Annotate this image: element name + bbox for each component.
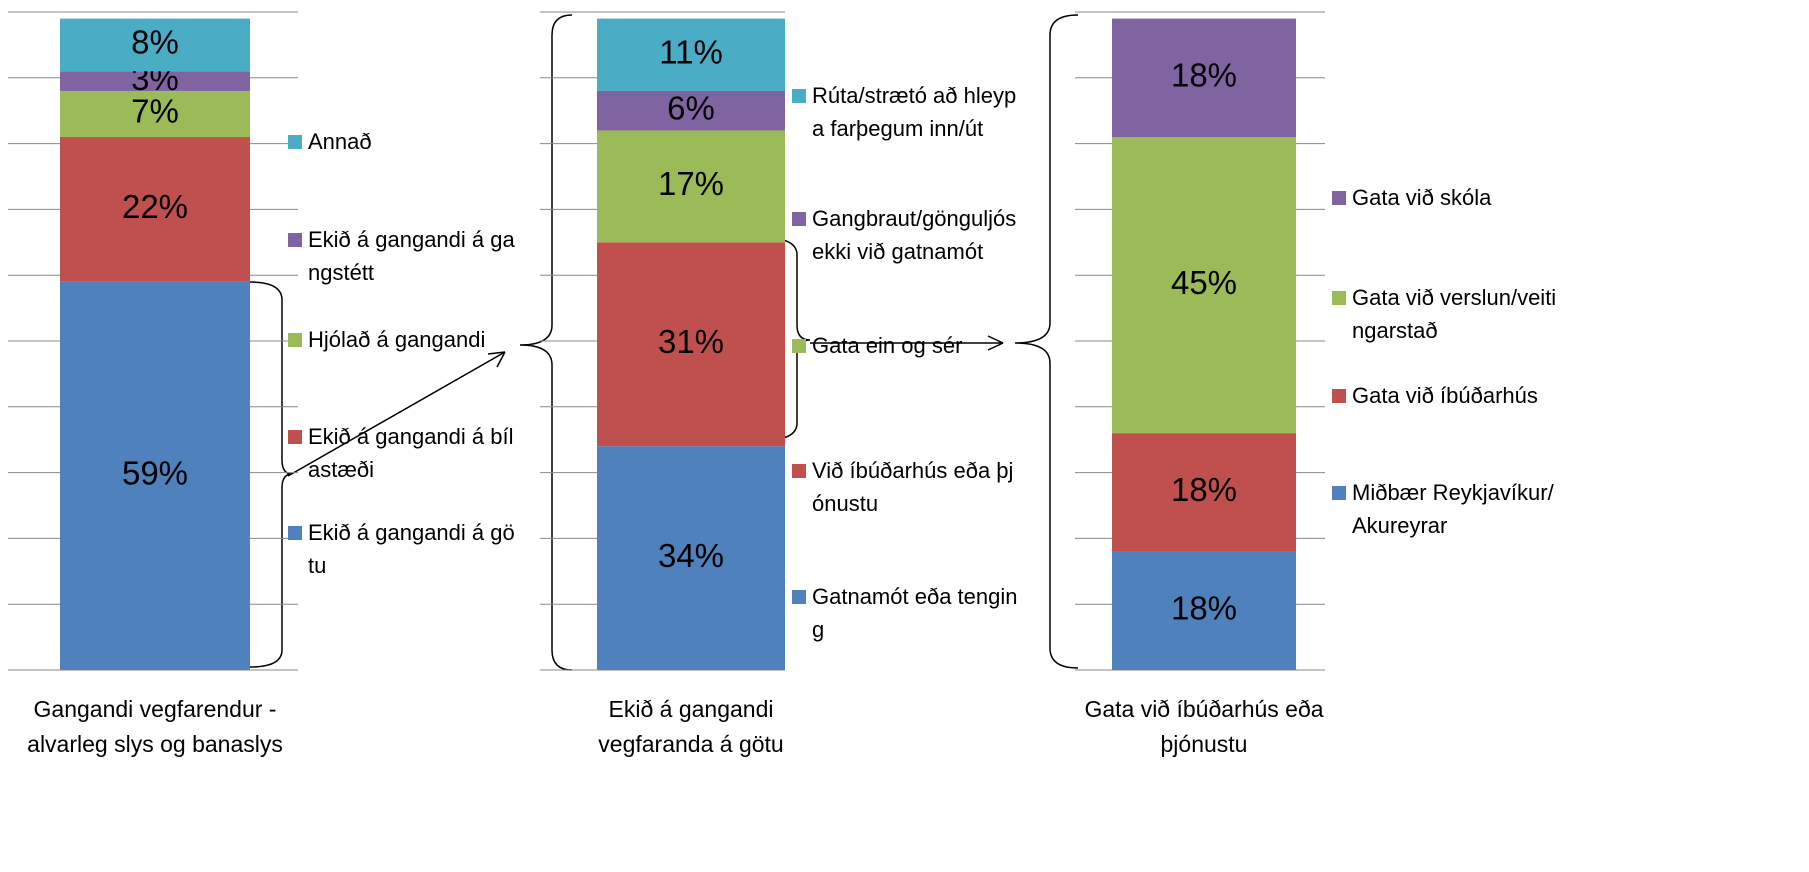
legend-swatch [288, 135, 302, 149]
bar-segment [1112, 137, 1296, 434]
legend-swatch [792, 212, 806, 226]
legend-swatch [792, 339, 806, 353]
bar-segment [60, 18, 250, 72]
legend-swatch [792, 464, 806, 478]
data-label: 11% [659, 33, 723, 70]
legend-label: Við íbúðarhús eða þjónustu [812, 458, 1014, 516]
data-label: 18% [1171, 57, 1237, 94]
bar-segment [60, 137, 250, 282]
data-label: 17% [658, 165, 724, 202]
data-label: 22% [122, 188, 188, 225]
data-label: 18% [1171, 471, 1237, 508]
legend-swatch [792, 89, 806, 103]
legend-swatch [1332, 389, 1346, 403]
bar-segment [60, 71, 250, 91]
legend-label: Ekið á gangandi á götu [308, 520, 515, 578]
bar-segment [597, 90, 785, 131]
bar-segment [597, 446, 785, 670]
legend-label: Ekið á gangandi á gangstétt [308, 227, 515, 285]
bar-segment [60, 90, 250, 138]
annotations [249, 14, 1079, 671]
data-label: 6% [667, 89, 715, 126]
data-label: 8% [131, 24, 179, 61]
brace [1014, 14, 1079, 669]
legend-label: Gata við íbúðarhús [1352, 383, 1538, 408]
category-label: Gata við íbúðarhús eða þjónustu [1084, 696, 1324, 757]
legend-swatch [288, 430, 302, 444]
brace [249, 281, 293, 668]
data-label: 34% [658, 537, 724, 574]
arrow [810, 335, 1004, 351]
brace [519, 14, 573, 671]
bar-segment [1112, 18, 1296, 138]
data-label: 31% [658, 323, 724, 360]
legend-label: Gata við skóla [1352, 185, 1492, 210]
legend-swatch [288, 333, 302, 347]
bar-segment [597, 130, 785, 243]
legend-label: Gata ein og sér [812, 333, 963, 358]
bar-segment [597, 242, 785, 447]
bar-segment [597, 18, 785, 91]
legend-swatch [1332, 291, 1346, 305]
bar-segment [1112, 551, 1296, 670]
legend-label: Gangbraut/gönguljós ekki við gatnamót [812, 206, 1017, 264]
legend-label: Hjólað á gangandi [308, 327, 486, 352]
legend-swatch [792, 590, 806, 604]
data-label: 18% [1171, 589, 1237, 626]
legend-label: Miðbær Reykjavíkur/Akureyrar [1352, 480, 1554, 538]
data-label: 59% [122, 455, 188, 492]
legend-label: Annað [308, 129, 372, 154]
legend-label: Rúta/strætó að hleypa farþegum inn/út [812, 83, 1017, 141]
legend-swatch [1332, 486, 1346, 500]
legend-swatch [288, 526, 302, 540]
data-label: 7% [131, 93, 179, 130]
legend-label: Gatnamót eða tenging [812, 584, 1018, 642]
data-label: 45% [1171, 264, 1237, 301]
legend-label: Gata við verslun/veitingarstað [1352, 285, 1557, 343]
bar-segment [60, 281, 250, 670]
brace [764, 237, 811, 441]
legend-label: Ekið á gangandi á bílastæði [308, 424, 514, 482]
category-label: Gangandi vegfarendur - alvarleg slys og … [27, 696, 283, 757]
arrow [287, 351, 506, 477]
category-label: Ekið á gangandi vegfaranda á götu [598, 696, 784, 757]
legend-swatch [1332, 191, 1346, 205]
bar-segment [1112, 433, 1296, 552]
legend-swatch [288, 233, 302, 247]
